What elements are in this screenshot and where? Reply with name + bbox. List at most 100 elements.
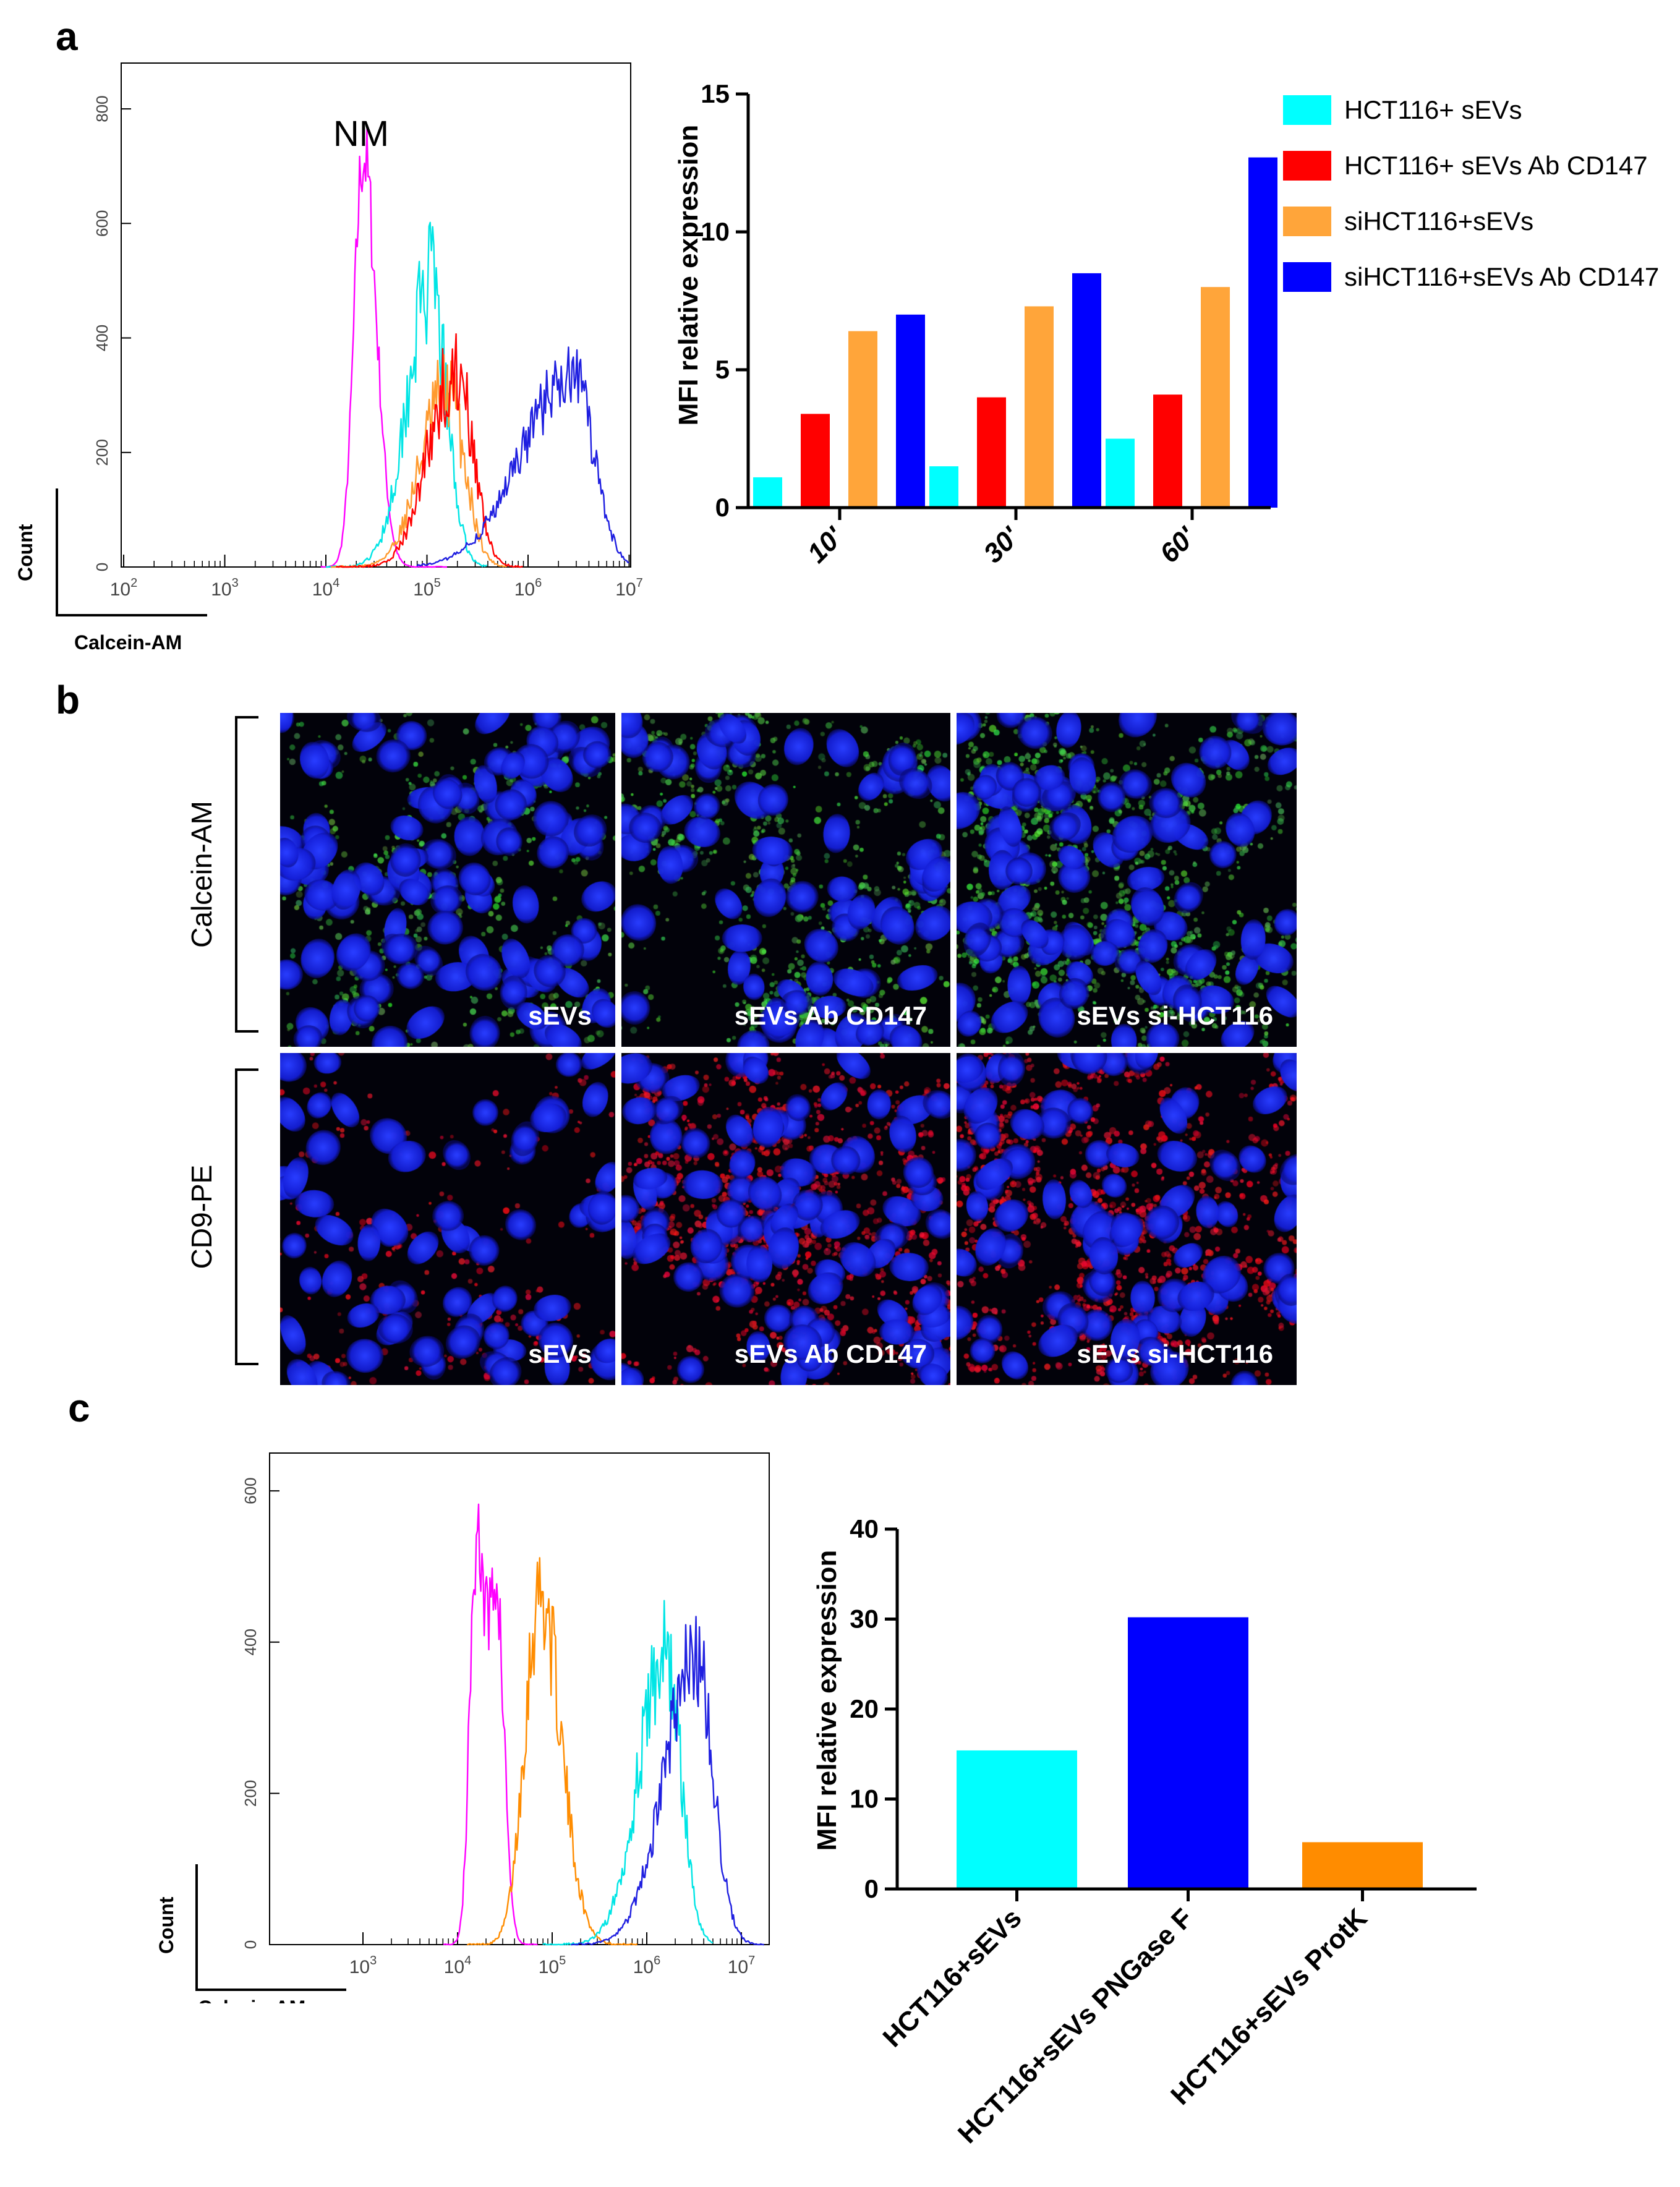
- micro-cd9-si-hct116: sEVs si-HCT116: [957, 1053, 1297, 1385]
- curve-cyan: [542, 1600, 714, 1946]
- histogram-c-x-label: Calcein-AM: [198, 1997, 305, 2003]
- micro-calcein-si-hct116: sEVs si-HCT116: [957, 713, 1297, 1047]
- legend-swatch: [1283, 95, 1331, 125]
- bar: [848, 331, 877, 508]
- y-tick-label: 200: [241, 1780, 260, 1807]
- microscopy-row-labels: Calcein-AM CD9-PE: [185, 801, 218, 1269]
- histogram-c-y-ticks: 0 200 400 600: [241, 1477, 279, 1949]
- micro-image: [621, 713, 950, 1047]
- histogram-a-x-ticks: 102 103 104 105 106 107: [110, 555, 643, 600]
- x-tick-label: 60': [1154, 521, 1202, 569]
- legend-label: HCT116+ sEVs Ab CD147: [1344, 151, 1648, 180]
- histogram-a-y-ticks: 0 200 400 600 800: [93, 95, 131, 571]
- curve-nm: [443, 1503, 538, 1946]
- bracket-calcein: [235, 716, 258, 1033]
- histogram-a-nm-annotation: NM: [333, 114, 389, 154]
- x-tick-label: 103: [211, 576, 239, 600]
- x-tick-label: 107: [728, 1954, 756, 1977]
- x-tick-label: 10': [801, 521, 850, 569]
- row-label-cd9: CD9-PE: [185, 1165, 218, 1269]
- x-tick-label: 107: [615, 576, 643, 600]
- bar: [1106, 438, 1135, 508]
- curve-blue: [416, 346, 629, 567]
- micro-caption: sEVs: [528, 1001, 592, 1030]
- micro-caption: sEVs si-HCT116: [1077, 1339, 1273, 1368]
- panel-letter-c: c: [68, 1386, 90, 1430]
- histogram-a-frame: [121, 62, 631, 568]
- curve-red: [335, 333, 523, 568]
- bar-chart-a-yticks: 0 5 10 15: [701, 79, 748, 522]
- micro-image: [621, 1053, 950, 1385]
- bar: [1153, 394, 1182, 508]
- micro-calcein-sevs: sEVs: [280, 713, 615, 1047]
- y-tick-label: 0: [864, 1874, 879, 1903]
- y-tick-label: 600: [241, 1477, 260, 1504]
- bar: [1025, 306, 1054, 508]
- x-tick-label: 105: [413, 576, 441, 600]
- x-tick-label: 106: [633, 1954, 661, 1977]
- panel-letter-a: a: [56, 14, 78, 59]
- y-tick-label: 400: [93, 325, 111, 351]
- y-tick-label: 0: [241, 1940, 260, 1949]
- x-tick-label: 102: [110, 576, 138, 600]
- histogram-c-x-ticks: 103 104 105 106 107: [349, 1932, 756, 1977]
- bar: [977, 397, 1006, 508]
- bar-chart-c-ylabel: MFI relative expression: [812, 1550, 842, 1851]
- bar: [929, 466, 958, 508]
- x-tick-label: 104: [312, 576, 340, 600]
- micro-caption: sEVs Ab CD147: [734, 1339, 927, 1368]
- x-tick-label: 105: [539, 1954, 566, 1977]
- micro-caption: sEVs si-HCT116: [1077, 1001, 1273, 1030]
- y-tick-label: 0: [715, 493, 730, 522]
- micro-cd9-sevs: sEVs: [280, 1053, 615, 1385]
- x-tick-label: 106: [514, 576, 542, 600]
- x-tick-label: HCT116+sEVs: [877, 1903, 1028, 2053]
- row-label-calcein: Calcein-AM: [185, 801, 218, 948]
- histogram-a-curves: [320, 129, 629, 568]
- y-tick-label: 30: [850, 1605, 879, 1634]
- y-tick-label: 15: [701, 79, 730, 108]
- histogram-c-count-label: Count: [155, 1896, 177, 1954]
- bar-chart-a-ylabel: MFI relative expression: [673, 125, 704, 426]
- x-tick-label: 103: [349, 1954, 377, 1977]
- bar-chart-a-legend: HCT116+ sEVs HCT116+ sEVs Ab CD147 siHCT11…: [1283, 95, 1659, 292]
- micro-image: [957, 1053, 1297, 1385]
- y-tick-label: 10: [701, 217, 730, 246]
- bar-chart-a: MFI relative expression 0 5 10 15 10' 30' 60'…: [673, 79, 1659, 569]
- legend-swatch: [1283, 207, 1331, 236]
- micro-caption: sEVs Ab CD147: [734, 1001, 927, 1030]
- bar-chart-c-yticks: 0 10 20 30 40: [850, 1514, 897, 1903]
- histogram-c-frame: [269, 1452, 770, 1945]
- histogram-c: 0 200 400 600 103 104 105 106 107 Count Calcein…: [155, 1452, 770, 2003]
- micro-cd9-ab-cd147: sEVs Ab CD147: [621, 1053, 950, 1385]
- legend-label: siHCT116+sEVs: [1344, 207, 1533, 236]
- bar: [1072, 273, 1101, 508]
- micro-image: [280, 1053, 615, 1385]
- y-tick-label: 0: [93, 563, 111, 571]
- histogram-a: 0 200 400 600 800 102 103 104 105 106 107 NM Coun…: [14, 62, 643, 654]
- bar: [1128, 1617, 1248, 1889]
- bracket-cd9: [235, 1068, 258, 1365]
- micro-image: [957, 713, 1297, 1047]
- bar: [1201, 287, 1230, 508]
- bar-chart-c-bars: [957, 1617, 1423, 1889]
- y-tick-label: 40: [850, 1514, 879, 1543]
- curve-nm: [320, 129, 447, 568]
- legend-swatch: [1283, 151, 1331, 181]
- y-tick-label: 10: [850, 1784, 879, 1814]
- bar-chart-a-xticks: 10' 30' 60': [801, 508, 1202, 569]
- curve-blue: [571, 1616, 764, 1946]
- micro-image: [280, 713, 615, 1047]
- x-tick-label: 30': [978, 521, 1026, 569]
- y-tick-label: 200: [93, 439, 111, 466]
- y-tick-label: 20: [850, 1694, 879, 1723]
- microscopy-row-brackets: [235, 716, 258, 1365]
- micro-calcein-ab-cd147: sEVs Ab CD147: [621, 713, 950, 1047]
- x-tick-label: 104: [444, 1954, 472, 1977]
- bar: [753, 477, 782, 508]
- legend-label: HCT116+ sEVs: [1344, 95, 1522, 124]
- y-tick-label: 400: [241, 1629, 260, 1655]
- bar: [801, 414, 830, 508]
- x-tick-label: HCT116+sEVs ProtK: [1165, 1903, 1373, 2111]
